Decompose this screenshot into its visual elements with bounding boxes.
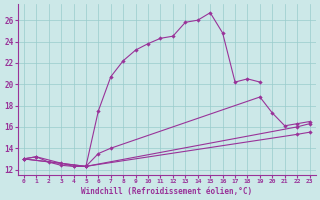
X-axis label: Windchill (Refroidissement éolien,°C): Windchill (Refroidissement éolien,°C) bbox=[81, 187, 252, 196]
